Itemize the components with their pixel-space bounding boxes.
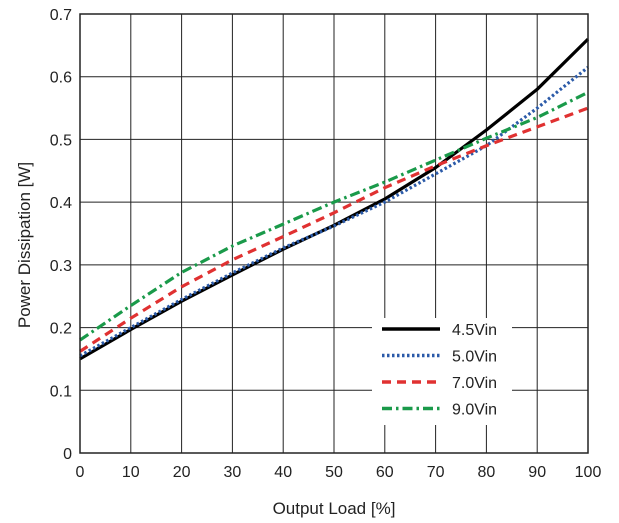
x-tick-label: 70 — [427, 464, 445, 481]
legend-label: 9.0Vin — [452, 402, 497, 419]
y-tick-labels: 0 0.1 0.2 0.3 0.4 0.5 0.6 0.7 — [50, 7, 72, 463]
x-tick-label: 100 — [575, 464, 602, 481]
series-line-7.0Vin — [79, 106, 589, 353]
x-tick-label: 30 — [224, 464, 242, 481]
x-tick-label: 0 — [76, 464, 85, 481]
y-tick-label: 0.6 — [50, 70, 72, 87]
series-line-5.0Vin — [79, 66, 590, 358]
x-tick-label: 90 — [528, 464, 546, 481]
plot-frame — [79, 13, 589, 454]
y-tick-label: 0.7 — [50, 7, 72, 24]
x-tick-label: 50 — [325, 464, 343, 481]
y-tick-label: 0 — [63, 446, 72, 463]
legend-label: 7.0Vin — [452, 375, 497, 392]
y-tick-label: 0.1 — [50, 383, 72, 400]
x-tick-label: 10 — [122, 464, 140, 481]
series-line-9.0Vin — [79, 90, 589, 342]
y-tick-label: 0.5 — [50, 132, 72, 149]
y-axis-label: Power Dissipation [W] — [15, 162, 34, 328]
x-tick-label: 60 — [376, 464, 394, 481]
y-tick-label: 0.4 — [50, 195, 72, 212]
legend-background — [372, 318, 512, 425]
legend: 4.5Vin 5.0Vin 7.0Vin 9.0Vin — [372, 318, 512, 425]
x-axis-label: Output Load [%] — [273, 499, 396, 518]
y-tick-label: 0.2 — [50, 321, 72, 338]
x-tick-labels: 0 10 20 30 40 50 60 70 80 90 100 — [76, 464, 602, 481]
y-tick-label: 0.3 — [50, 258, 72, 275]
x-tick-label: 40 — [274, 464, 292, 481]
x-tick-label: 80 — [478, 464, 496, 481]
legend-label: 4.5Vin — [452, 322, 497, 339]
x-tick-label: 20 — [173, 464, 191, 481]
legend-label: 5.0Vin — [452, 349, 497, 366]
series-layer — [79, 37, 590, 361]
